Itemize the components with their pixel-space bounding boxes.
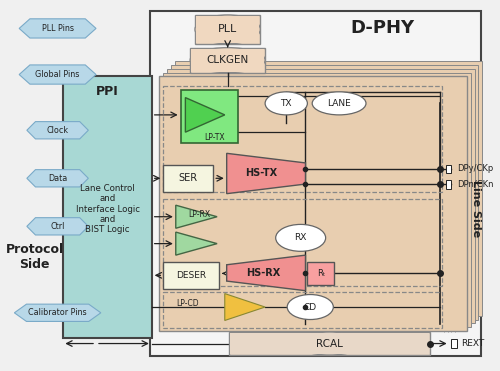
Text: PPI: PPI <box>96 85 119 98</box>
Text: LANE: LANE <box>327 99 351 108</box>
Polygon shape <box>19 65 96 84</box>
Bar <box>164 292 442 328</box>
Bar <box>308 262 334 285</box>
Bar <box>164 73 470 327</box>
Bar <box>171 65 478 319</box>
Bar <box>190 47 265 73</box>
Bar <box>452 339 458 348</box>
Bar <box>164 200 442 286</box>
Bar <box>167 69 474 324</box>
Polygon shape <box>225 293 265 321</box>
Text: LP-RX: LP-RX <box>188 210 211 219</box>
Polygon shape <box>27 122 88 139</box>
Text: DESER: DESER <box>176 271 206 280</box>
Bar <box>446 165 452 174</box>
Text: DPy/CKp: DPy/CKp <box>458 164 494 173</box>
Text: Calibrator Pins: Calibrator Pins <box>28 308 87 317</box>
Text: Ctrl: Ctrl <box>50 222 65 231</box>
Text: HS-TX: HS-TX <box>245 168 278 178</box>
Text: CLKGEN: CLKGEN <box>206 55 249 65</box>
Polygon shape <box>186 98 225 132</box>
Ellipse shape <box>312 92 366 115</box>
Text: REXT: REXT <box>461 339 484 348</box>
Polygon shape <box>27 218 88 235</box>
Text: Lane Control
and
Interface Logic
and
BIST Logic: Lane Control and Interface Logic and BIS… <box>76 184 140 234</box>
Polygon shape <box>27 170 88 187</box>
Bar <box>160 76 467 331</box>
Bar <box>228 332 430 355</box>
Polygon shape <box>19 19 96 38</box>
Bar <box>195 15 260 44</box>
Text: CD: CD <box>304 302 317 312</box>
Bar <box>175 61 482 316</box>
Text: Clock: Clock <box>46 126 68 135</box>
Text: LP-TX: LP-TX <box>204 134 225 142</box>
Ellipse shape <box>195 15 260 44</box>
Text: LP-CD: LP-CD <box>176 299 199 308</box>
Text: HS-RX: HS-RX <box>246 268 280 278</box>
Bar <box>230 333 430 354</box>
Text: Rₜ: Rₜ <box>316 269 325 278</box>
Text: RCAL: RCAL <box>316 339 343 348</box>
Polygon shape <box>226 153 306 194</box>
Text: D-PHY: D-PHY <box>350 19 414 37</box>
Ellipse shape <box>287 295 334 319</box>
Text: Global Pins: Global Pins <box>36 70 80 79</box>
Bar <box>164 165 213 192</box>
Polygon shape <box>14 304 101 321</box>
Bar <box>150 11 482 356</box>
Ellipse shape <box>276 224 326 251</box>
Ellipse shape <box>190 47 265 73</box>
Bar <box>180 90 238 143</box>
Bar <box>196 16 260 43</box>
Text: SER: SER <box>178 173 198 183</box>
Bar <box>164 262 219 289</box>
Text: Protocol
Side: Protocol Side <box>6 243 64 271</box>
Bar <box>164 86 442 192</box>
Polygon shape <box>176 232 217 255</box>
Bar <box>446 180 452 189</box>
Text: PLL Pins: PLL Pins <box>42 24 74 33</box>
Bar <box>64 76 152 338</box>
Ellipse shape <box>296 332 363 355</box>
Text: RX: RX <box>294 233 307 242</box>
Text: DPn/CKn: DPn/CKn <box>458 180 494 188</box>
Text: PLL: PLL <box>218 24 238 35</box>
Text: TX: TX <box>280 99 292 108</box>
Ellipse shape <box>265 92 308 115</box>
Text: Line Side: Line Side <box>472 180 482 237</box>
Polygon shape <box>176 205 217 228</box>
Bar <box>191 49 264 72</box>
Polygon shape <box>226 255 306 291</box>
Text: Data: Data <box>48 174 67 183</box>
